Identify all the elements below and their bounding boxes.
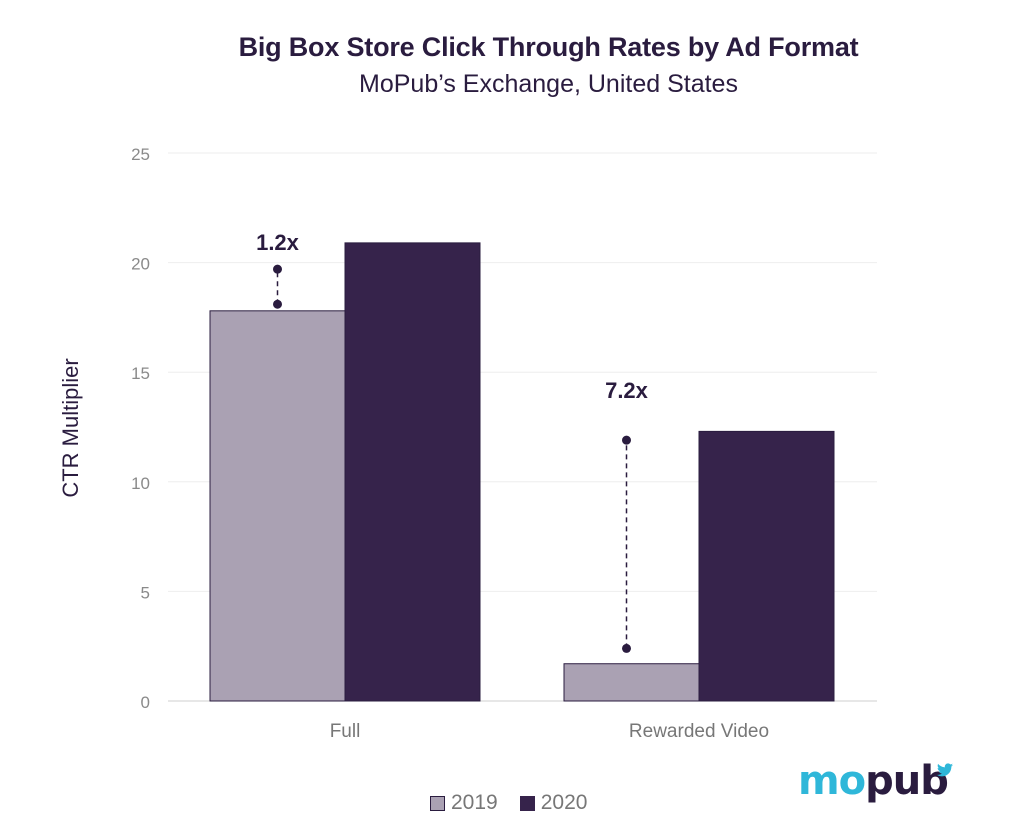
bar-2020-rewarded-video xyxy=(698,430,835,702)
annotation-dot-high xyxy=(273,264,282,274)
bar-2020-full xyxy=(344,242,481,702)
legend: 2019 2020 xyxy=(430,791,609,815)
annotation-dot-low xyxy=(273,299,282,309)
legend-label-2020: 2020 xyxy=(540,791,588,814)
legend-label-2019: 2019 xyxy=(451,791,498,814)
annotation-label: 7.2x xyxy=(605,378,649,403)
legend-swatch-2020 xyxy=(519,795,535,811)
annotation-label: 1.2x xyxy=(256,230,300,255)
twitter-bird-icon xyxy=(937,763,953,777)
annotation-dot-low xyxy=(622,643,631,653)
y-axis-label: CTR Multiplier xyxy=(58,358,83,498)
x-tick-label: Full xyxy=(330,721,361,742)
y-tick-label: 0 xyxy=(141,693,150,712)
chart-title: Big Box Store Click Through Rates by Ad … xyxy=(238,32,859,62)
bar-2019-rewarded-video xyxy=(563,663,700,702)
y-tick-label: 10 xyxy=(131,474,150,493)
chart-subtitle: MoPub’s Exchange, United States xyxy=(359,70,738,98)
legend-item-2020: 2020 xyxy=(519,791,588,815)
legend-swatch-2019 xyxy=(430,795,445,811)
y-tick-label: 5 xyxy=(141,583,150,602)
y-tick-label: 25 xyxy=(131,145,150,164)
y-tick-label: 15 xyxy=(131,364,150,383)
x-tick-label: Rewarded Video xyxy=(629,721,769,742)
legend-item-2019: 2019 xyxy=(430,791,498,815)
bar-2019-full xyxy=(209,310,346,702)
mopub-logo: mopub xyxy=(798,758,949,804)
y-tick-label: 20 xyxy=(131,255,150,274)
annotation-dot-high xyxy=(622,435,631,445)
